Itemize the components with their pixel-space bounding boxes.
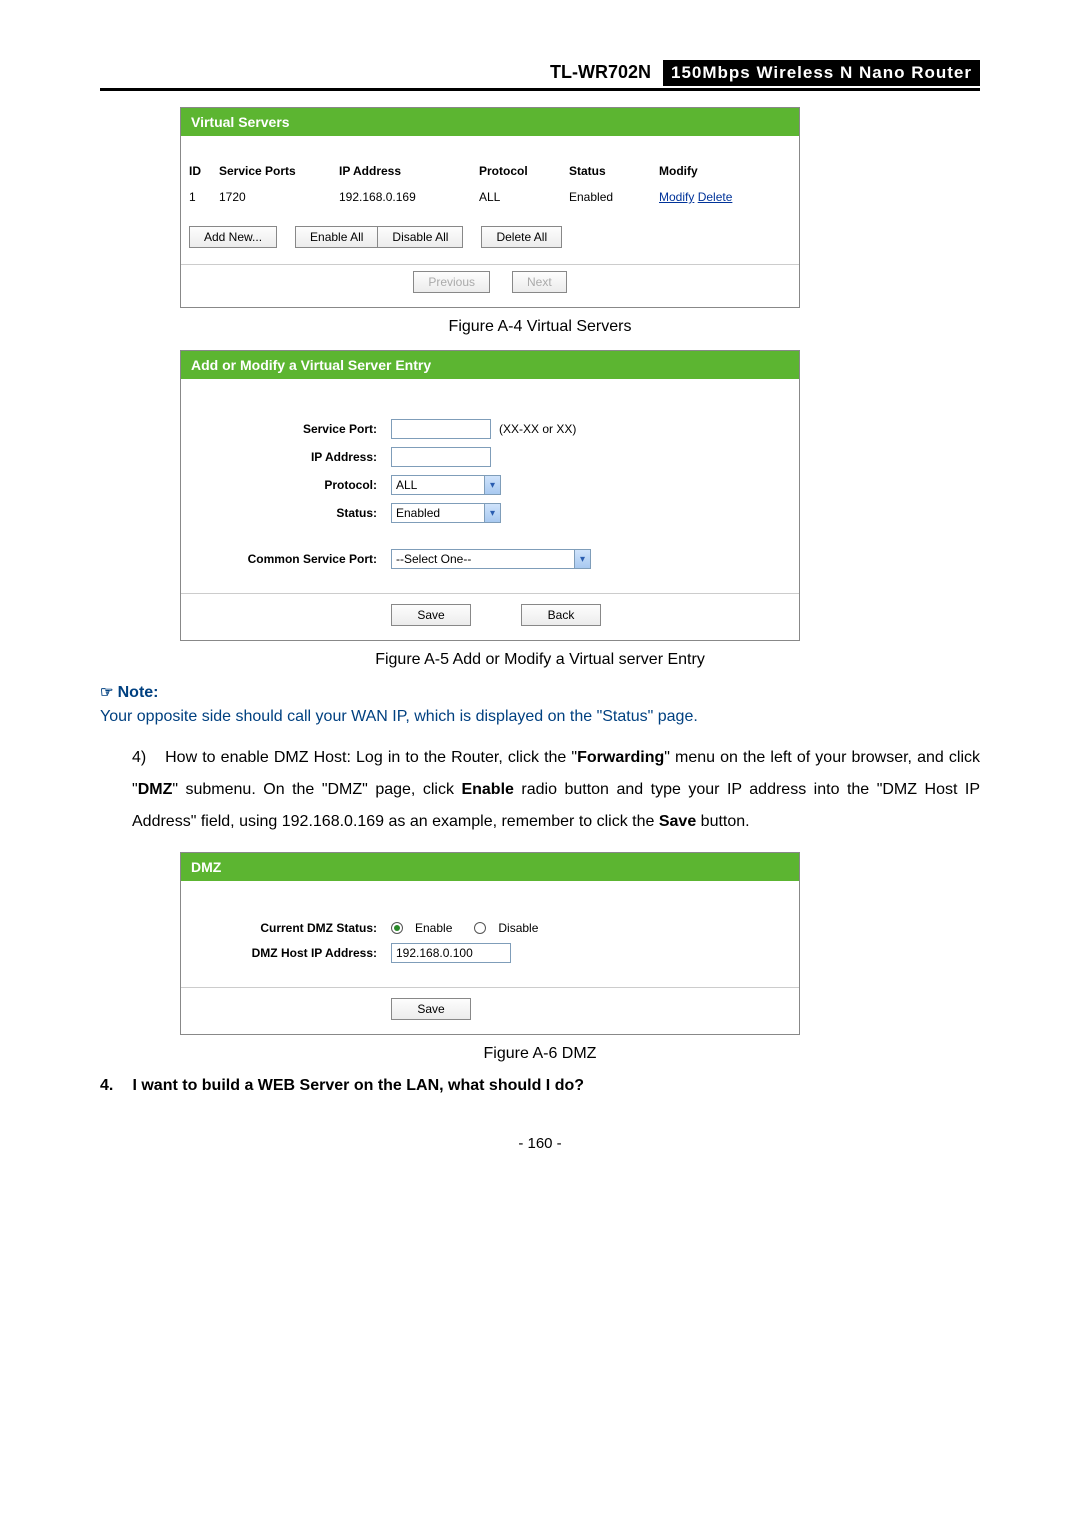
pointing-hand-icon: ☞ [100, 684, 113, 701]
col-id: ID [181, 158, 211, 184]
model-desc: 150Mbps Wireless N Nano Router [663, 60, 980, 86]
cell-modify: Modify Delete [651, 184, 799, 210]
previous-button[interactable]: Previous [413, 271, 490, 293]
row-protocol: Protocol: ALL ▾ [191, 471, 789, 499]
label-dmz-status: Current DMZ Status: [191, 921, 391, 935]
table-header-row: ID Service Ports IP Address Protocol Sta… [181, 158, 799, 184]
enable-radio[interactable] [391, 922, 403, 934]
cell-ip: 192.168.0.169 [331, 184, 471, 210]
enable-all-button[interactable]: Enable All [295, 226, 378, 248]
label-ip: IP Address: [191, 450, 391, 464]
ip-input[interactable] [391, 447, 491, 467]
service-port-hint: (XX-XX or XX) [499, 422, 576, 436]
col-ip: IP Address [331, 158, 471, 184]
row-common-port: Common Service Port: --Select One-- ▾ [191, 545, 789, 573]
protocol-select[interactable]: ALL ▾ [391, 475, 501, 495]
chevron-down-icon: ▾ [574, 550, 590, 568]
row-ip: IP Address: [191, 443, 789, 471]
common-port-value: --Select One-- [396, 552, 574, 566]
disable-radio[interactable] [474, 922, 486, 934]
common-port-select[interactable]: --Select One-- ▾ [391, 549, 591, 569]
service-port-input[interactable] [391, 419, 491, 439]
note-text: Your opposite side should call your WAN … [100, 708, 980, 726]
col-service-ports: Service Ports [211, 158, 331, 184]
doc-header: TL-WR702N 150Mbps Wireless N Nano Router [100, 60, 980, 91]
row-dmz-host: DMZ Host IP Address: [191, 939, 789, 967]
vs-button-row: Add New... Enable All Disable All Delete… [181, 210, 799, 258]
note-block: ☞ Note: [100, 683, 980, 702]
save-button[interactable]: Save [391, 604, 471, 626]
label-protocol: Protocol: [191, 478, 391, 492]
virtual-servers-title: Virtual Servers [181, 108, 799, 136]
row-dmz-status: Current DMZ Status: Enable Disable [191, 917, 789, 939]
question-4: 4. I want to build a WEB Server on the L… [100, 1077, 980, 1095]
caption-a5: Figure A-5 Add or Modify a Virtual serve… [100, 651, 980, 669]
delete-link[interactable]: Delete [698, 190, 733, 204]
status-value: Enabled [396, 506, 484, 520]
status-select[interactable]: Enabled ▾ [391, 503, 501, 523]
disable-text: Disable [498, 921, 538, 935]
chevron-down-icon: ▾ [484, 504, 500, 522]
caption-a6: Figure A-6 DMZ [100, 1045, 980, 1063]
q4-text: I want to build a WEB Server on the LAN,… [132, 1077, 584, 1094]
label-dmz-host: DMZ Host IP Address: [191, 946, 391, 960]
caption-a4: Figure A-4 Virtual Servers [100, 318, 980, 336]
step-number: 4) [132, 742, 160, 774]
row-status: Status: Enabled ▾ [191, 499, 789, 527]
label-status: Status: [191, 506, 391, 520]
col-status: Status [561, 158, 651, 184]
q4-number: 4. [100, 1077, 128, 1095]
next-button[interactable]: Next [512, 271, 567, 293]
cell-status: Enabled [561, 184, 651, 210]
disable-all-button[interactable]: Disable All [377, 226, 463, 248]
modify-link[interactable]: Modify [659, 190, 694, 204]
para-text: How to enable DMZ Host: Log in to the Ro… [132, 749, 980, 830]
protocol-value: ALL [396, 478, 484, 492]
add-modify-button-row: Save Back [181, 593, 799, 640]
dmz-host-ip-input[interactable] [391, 943, 511, 963]
dmz-panel: DMZ Current DMZ Status: Enable Disable D… [180, 852, 800, 1035]
enable-text: Enable [415, 921, 452, 935]
virtual-servers-panel: Virtual Servers ID Service Ports IP Addr… [180, 107, 800, 308]
back-button[interactable]: Back [521, 604, 601, 626]
label-common-port: Common Service Port: [191, 552, 391, 566]
cell-protocol: ALL [471, 184, 561, 210]
dmz-save-button[interactable]: Save [391, 998, 471, 1020]
dmz-button-row: Save [181, 987, 799, 1034]
col-protocol: Protocol [471, 158, 561, 184]
add-modify-title: Add or Modify a Virtual Server Entry [181, 351, 799, 379]
add-new-button[interactable]: Add New... [189, 226, 277, 248]
chevron-down-icon: ▾ [484, 476, 500, 494]
vs-pagination-row: Previous Next [181, 264, 799, 307]
col-modify: Modify [651, 158, 799, 184]
dmz-title: DMZ [181, 853, 799, 881]
step-4-paragraph: 4) How to enable DMZ Host: Log in to the… [132, 742, 980, 838]
virtual-servers-table: ID Service Ports IP Address Protocol Sta… [181, 158, 799, 210]
label-service-port: Service Port: [191, 422, 391, 436]
table-row: 1 1720 192.168.0.169 ALL Enabled Modify … [181, 184, 799, 210]
page-number: - 160 - [100, 1135, 980, 1152]
row-service-port: Service Port: (XX-XX or XX) [191, 415, 789, 443]
add-modify-panel: Add or Modify a Virtual Server Entry Ser… [180, 350, 800, 641]
delete-all-button[interactable]: Delete All [481, 226, 562, 248]
model-label: TL-WR702N [546, 60, 655, 85]
note-label: Note: [118, 684, 159, 701]
cell-id: 1 [181, 184, 211, 210]
cell-ports: 1720 [211, 184, 331, 210]
